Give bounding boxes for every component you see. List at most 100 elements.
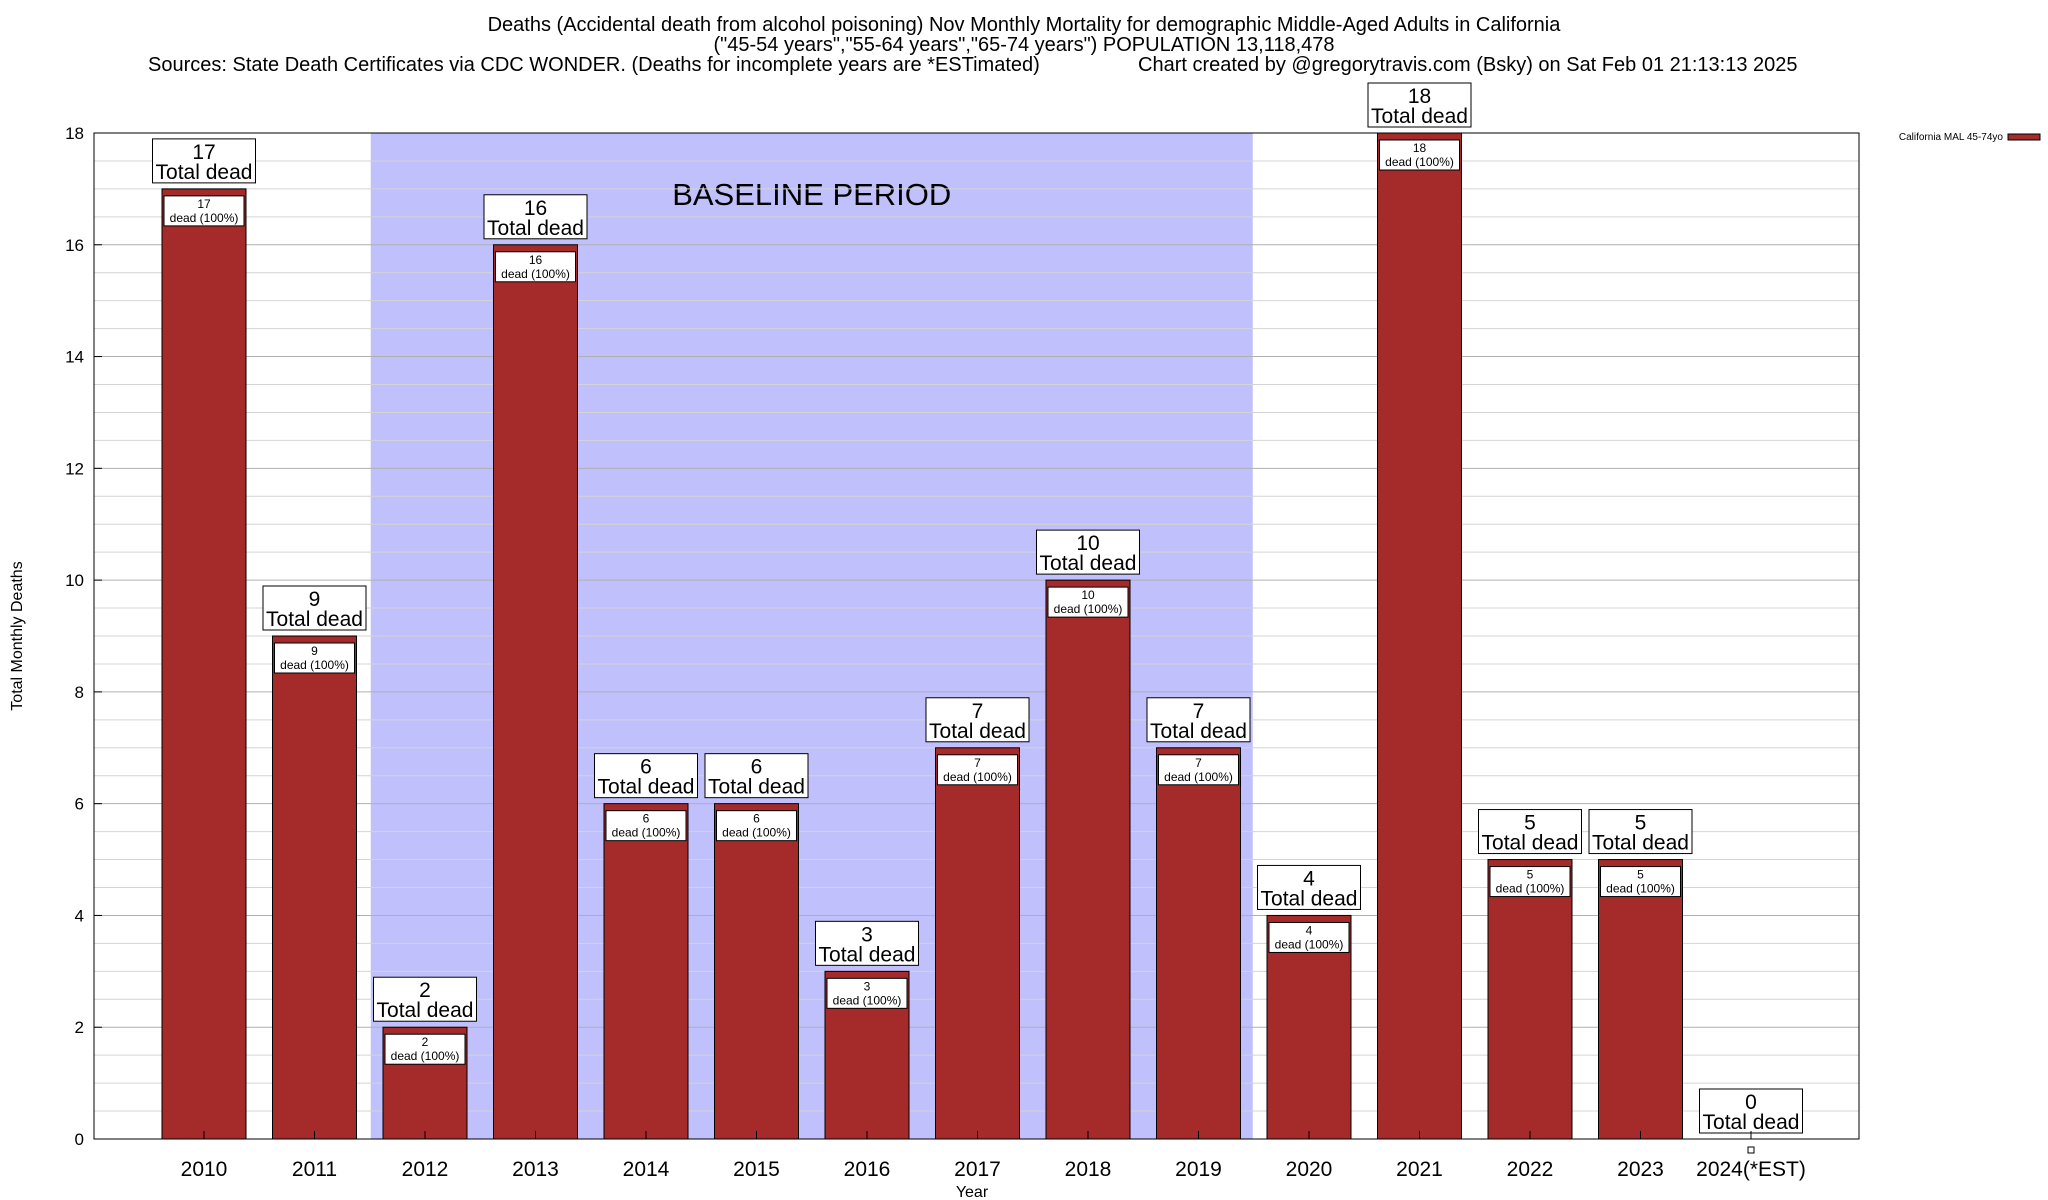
- total-label-text: Total dead: [819, 943, 916, 966]
- segment-label-value: 5: [1527, 868, 1534, 882]
- segment-label-value: 4: [1306, 923, 1313, 937]
- bar-2015: [714, 803, 799, 1140]
- segment-label-box: [1489, 866, 1571, 898]
- segment-label-box: [1268, 921, 1350, 953]
- y-tick-label: 12: [65, 459, 84, 478]
- segment-label-share: dead (100%): [1606, 882, 1675, 896]
- bar-2014: [603, 803, 689, 1140]
- total-label-text: Total dead: [1150, 720, 1247, 743]
- total-label-text: Total dead: [708, 776, 805, 799]
- total-label-value: 16: [524, 197, 547, 220]
- total-label-text: Total dead: [266, 608, 363, 631]
- segment-label-box: [1379, 139, 1460, 171]
- y-tick-label: 14: [65, 348, 84, 367]
- segment-label-share: dead (100%): [501, 267, 570, 281]
- segment-label-share: dead (100%): [280, 658, 349, 672]
- x-tick-label: 2015: [733, 1158, 780, 1181]
- x-axis-label: Year: [956, 1184, 989, 1200]
- segment-label-value: 17: [197, 197, 211, 211]
- legend-entry-label: California MAL 45-74yo: [1899, 132, 2004, 143]
- segment-label-box: [384, 1033, 466, 1065]
- segment-label-value: 6: [753, 812, 760, 826]
- total-label-box: [1588, 809, 1693, 855]
- total-label-box: [594, 753, 698, 799]
- legend-swatch: [2007, 133, 2041, 141]
- segment-label-value: 7: [1195, 756, 1202, 770]
- total-label-text: Total dead: [1703, 1111, 1800, 1134]
- total-label-text: Total dead: [1482, 832, 1579, 855]
- bar-2019: [1156, 747, 1241, 1140]
- total-label-value: 6: [640, 756, 652, 779]
- total-label-value: 0: [1745, 1091, 1757, 1114]
- segment-label-box: [1600, 866, 1681, 898]
- total-label-value: 17: [192, 141, 215, 164]
- total-label-text: Total dead: [1371, 105, 1468, 128]
- chart-sources: Sources: State Death Certificates via CD…: [148, 54, 1040, 76]
- bar-2022: [1487, 859, 1573, 1140]
- segment-label-box: [605, 810, 687, 842]
- baseline-period-label: BASELINE PERIOD: [672, 177, 951, 212]
- x-tick-label: 2024(*EST): [1696, 1158, 1806, 1181]
- x-tick-label: 2022: [1507, 1158, 1554, 1181]
- bar-2023: [1598, 859, 1683, 1140]
- total-label-box: [483, 194, 588, 240]
- total-label-value: 18: [1408, 85, 1431, 108]
- total-label-box: [1257, 864, 1361, 910]
- segment-label-share: dead (100%): [1275, 937, 1344, 951]
- segment-label-share: dead (100%): [1164, 770, 1233, 784]
- total-label-text: Total dead: [487, 217, 584, 240]
- segment-label-box: [163, 195, 245, 227]
- y-axis-label: Total Monthly Deaths: [9, 561, 26, 710]
- total-label-text: Total dead: [598, 776, 695, 799]
- total-label-value: 3: [861, 923, 873, 946]
- x-tick-label: 2019: [1175, 1158, 1222, 1181]
- y-tick-label: 0: [75, 1130, 84, 1149]
- segment-label-value: 18: [1413, 141, 1427, 155]
- total-label-text: Total dead: [1040, 552, 1137, 575]
- total-label-value: 9: [309, 588, 321, 611]
- total-label-box: [925, 697, 1030, 743]
- segment-label-box: [495, 251, 576, 283]
- x-tick-label: 2014: [623, 1158, 670, 1181]
- y-tick-label: 2: [75, 1018, 84, 1037]
- total-label-value: 5: [1635, 812, 1647, 835]
- total-label-box: [815, 920, 919, 966]
- segment-label-box: [716, 810, 797, 842]
- total-label-box: [262, 585, 367, 631]
- total-label-box: [373, 976, 477, 1022]
- total-label-box: [1478, 809, 1582, 855]
- segment-label-box: [1047, 586, 1129, 618]
- total-label-value: 2: [419, 979, 431, 1002]
- segment-label-share: dead (100%): [1054, 602, 1123, 616]
- total-label-box: [1367, 82, 1472, 128]
- x-tick-label: 2018: [1065, 1158, 1112, 1181]
- total-label-box: [1146, 697, 1251, 743]
- x-tick-label: 2023: [1617, 1158, 1664, 1181]
- y-tick-label: 4: [75, 906, 84, 925]
- total-label-box: [152, 138, 256, 184]
- total-label-text: Total dead: [377, 999, 474, 1022]
- total-label-value: 5: [1524, 812, 1536, 835]
- bar-2011: [272, 635, 357, 1140]
- segment-label-value: 9: [311, 644, 318, 658]
- total-label-box: [1699, 1088, 1803, 1134]
- total-label-box: [1036, 529, 1140, 575]
- segment-label-share: dead (100%): [391, 1049, 460, 1063]
- x-tick-label: 2010: [181, 1158, 228, 1181]
- bar-2018: [1045, 579, 1131, 1140]
- y-tick-label: 16: [65, 236, 84, 255]
- total-label-text: Total dead: [1261, 887, 1358, 910]
- y-tick-label: 6: [75, 795, 84, 814]
- x-tick-label: 2017: [954, 1158, 1001, 1181]
- total-label-box: [704, 753, 809, 799]
- total-label-value: 6: [751, 756, 763, 779]
- x-tick-label: 2021: [1396, 1158, 1443, 1181]
- x-tick-label: 2016: [844, 1158, 891, 1181]
- segment-label-share: dead (100%): [722, 826, 791, 840]
- segment-label-box: [274, 642, 355, 674]
- total-label-text: Total dead: [156, 161, 253, 184]
- segment-label-box: [937, 754, 1018, 786]
- bar-2010: [161, 188, 247, 1140]
- segment-label-value: 2: [422, 1035, 429, 1049]
